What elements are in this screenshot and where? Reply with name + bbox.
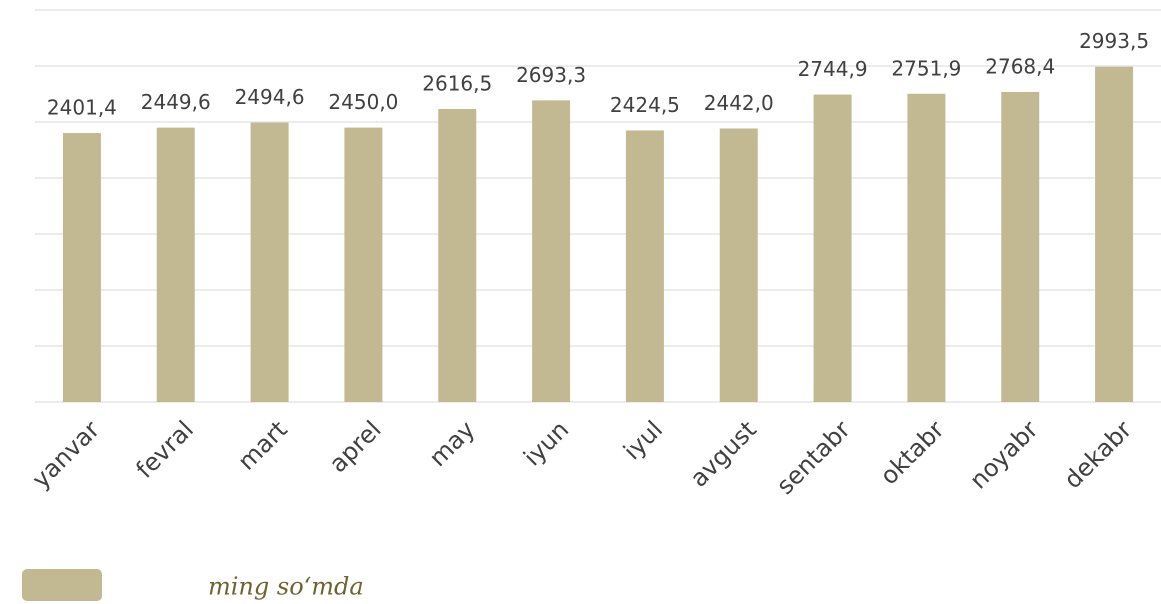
- bar: [1095, 66, 1134, 402]
- bar: [813, 94, 852, 402]
- x-tick-label: iyun: [518, 415, 574, 471]
- bar: [156, 127, 195, 402]
- bar: [250, 122, 289, 402]
- x-tick-label: fevral: [131, 415, 199, 483]
- data-label: 2449,6: [141, 90, 211, 114]
- x-tick-label: sentabr: [771, 415, 856, 500]
- data-label: 2744,9: [798, 57, 868, 81]
- x-tick-label: dekabr: [1059, 415, 1138, 494]
- data-label: 2693,3: [516, 63, 586, 87]
- x-tick-label: iyul: [618, 415, 668, 465]
- bar: [719, 128, 758, 402]
- x-tick-label: may: [424, 415, 481, 472]
- bar: [344, 127, 383, 402]
- bar: [625, 130, 664, 402]
- data-label: 2993,5: [1079, 29, 1149, 53]
- legend-swatch: [22, 569, 102, 601]
- bar: [438, 108, 477, 403]
- x-tick-label: oktabr: [875, 415, 950, 490]
- bar: [532, 100, 571, 402]
- x-tick-label: aprel: [324, 415, 387, 478]
- data-label: 2751,9: [891, 56, 961, 80]
- x-tick-label: mart: [232, 415, 292, 475]
- legend-label: ming so‘mda: [208, 573, 364, 601]
- bar: [62, 133, 101, 402]
- x-tick-label: noyabr: [964, 415, 1043, 494]
- data-label: 2401,4: [47, 96, 117, 120]
- data-label: 2494,6: [235, 85, 305, 109]
- x-tick-label: yanvar: [27, 415, 106, 494]
- data-label: 2450,0: [328, 90, 398, 114]
- bar: [1001, 91, 1040, 402]
- data-label: 2616,5: [422, 71, 492, 95]
- data-label: 2442,0: [704, 91, 774, 115]
- data-label: 2768,4: [985, 54, 1055, 78]
- bar: [907, 93, 946, 402]
- x-tick-label: avgust: [685, 415, 762, 492]
- data-label: 2424,5: [610, 93, 680, 117]
